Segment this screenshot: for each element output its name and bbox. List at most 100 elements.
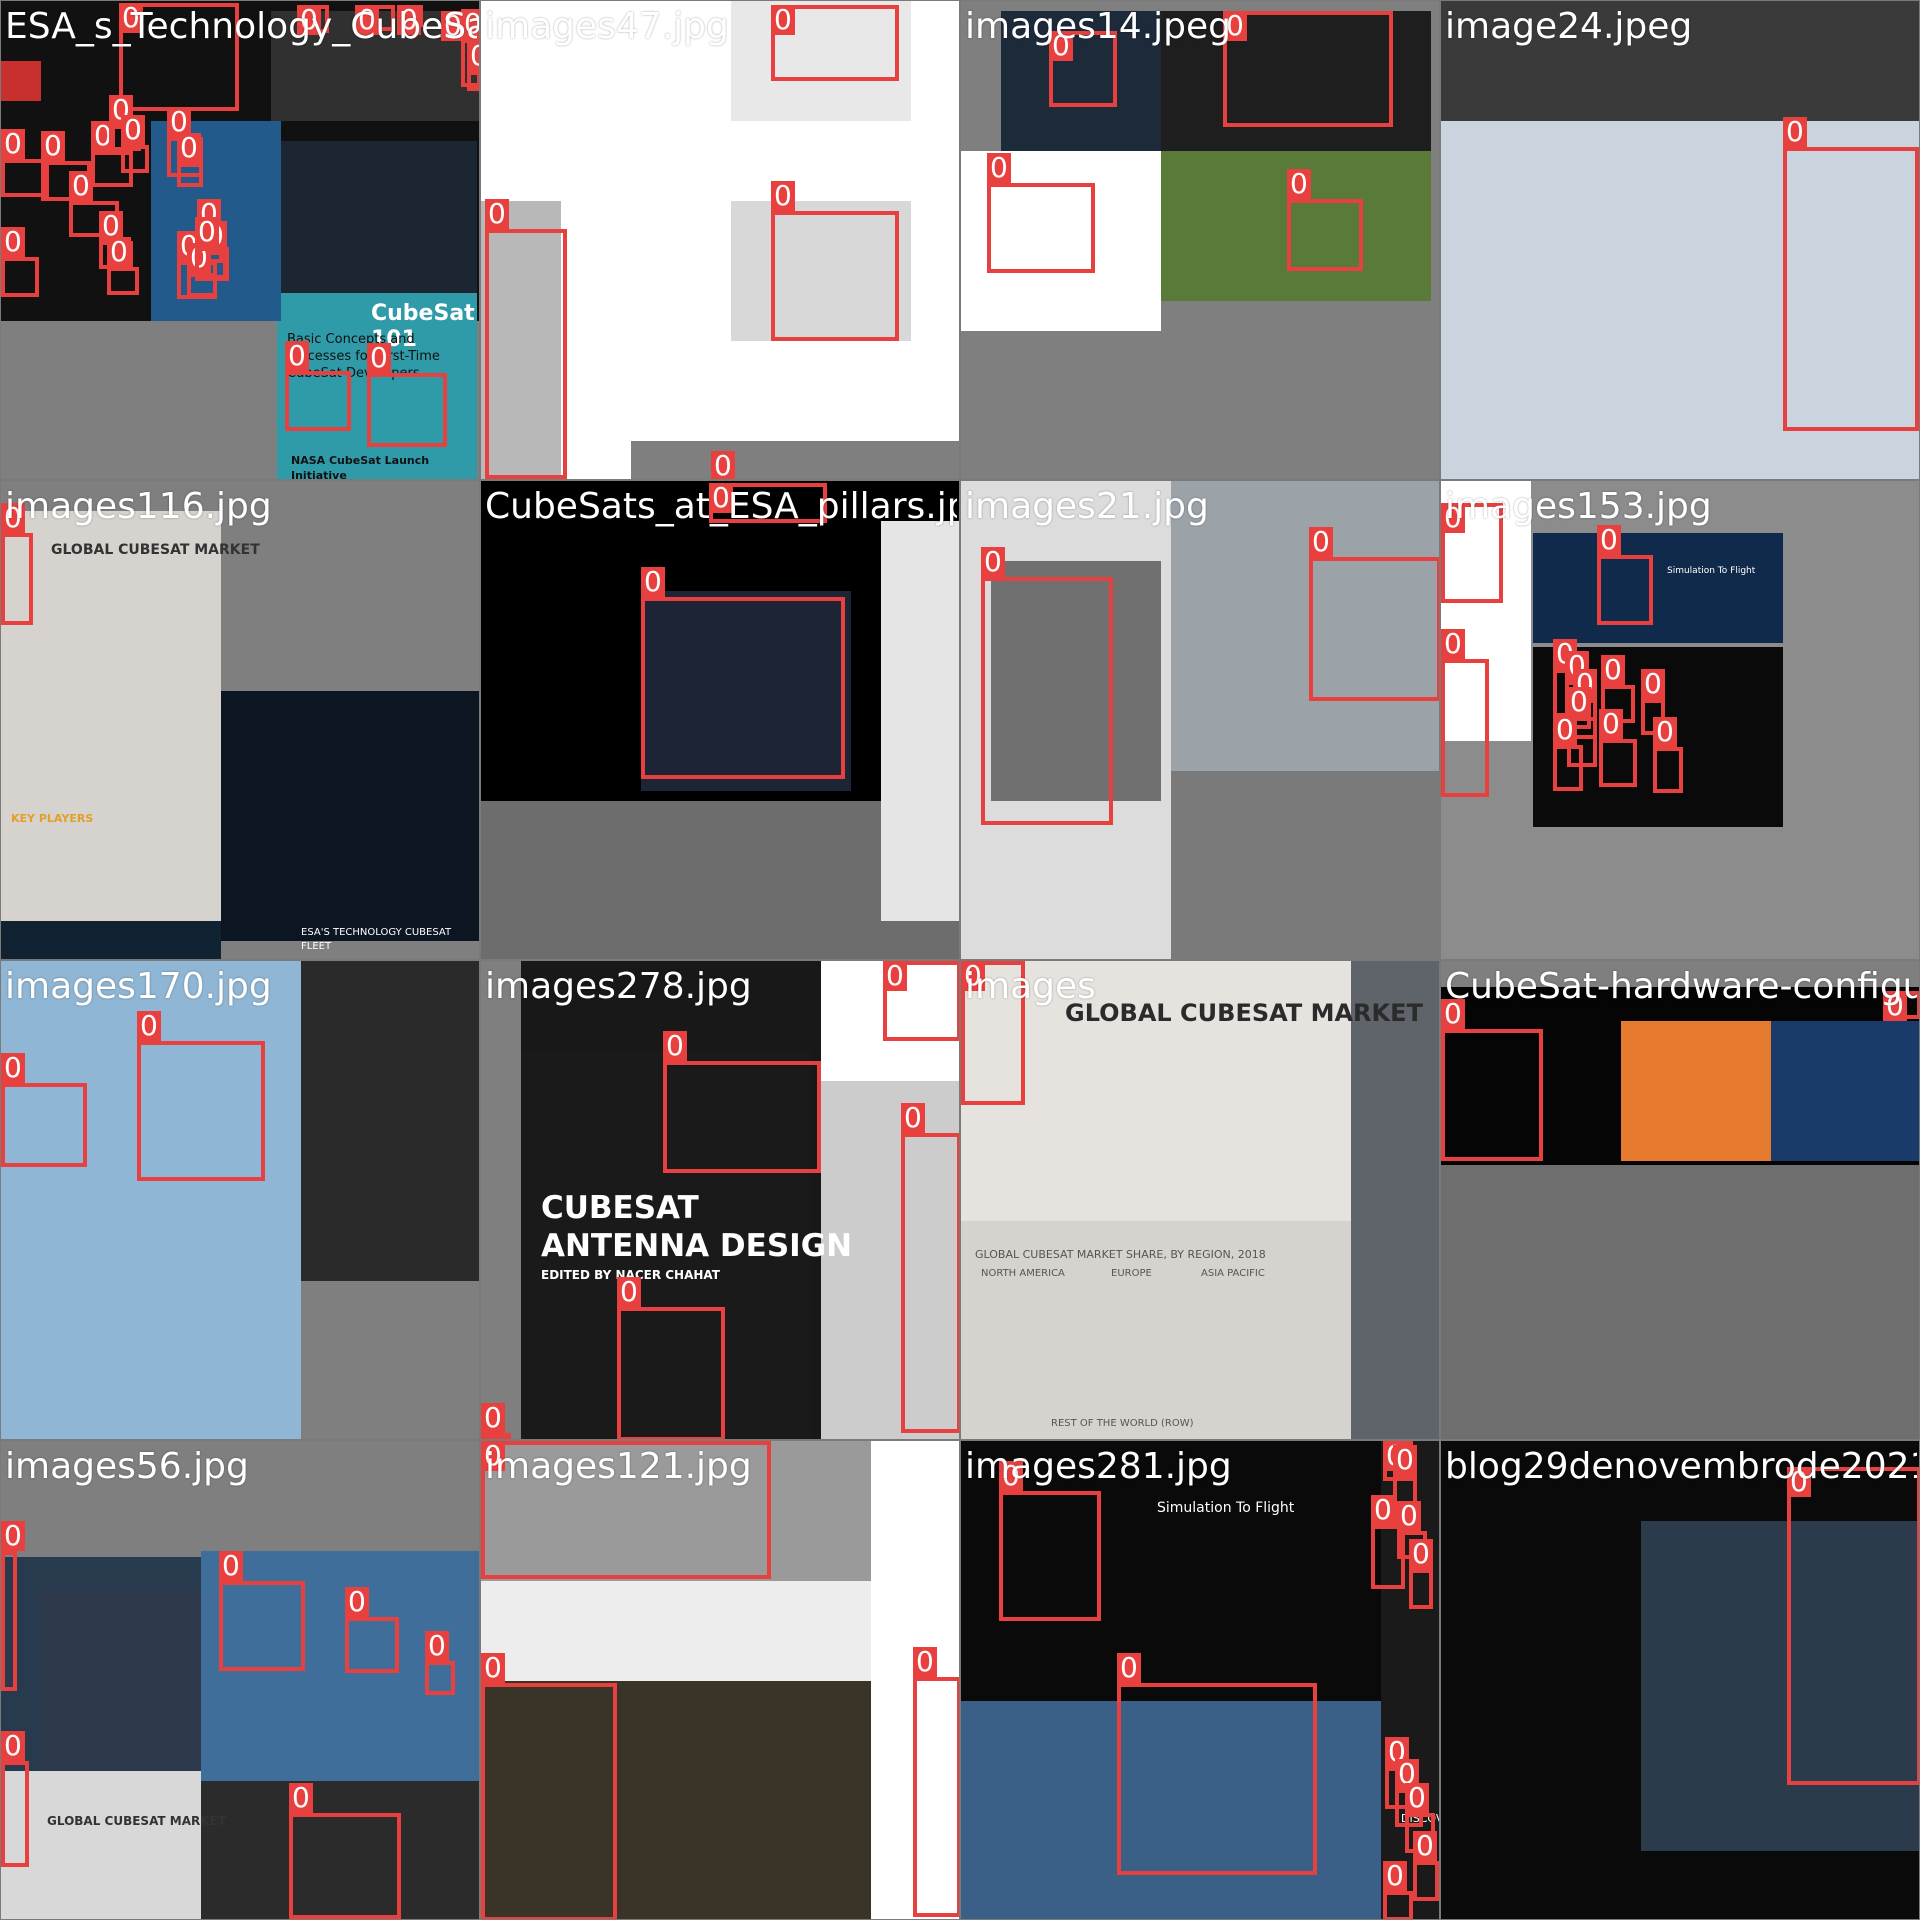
image-embedded-text: CUBESAT [541, 1190, 699, 1226]
image-region [1001, 11, 1161, 161]
detection-box: 0 [121, 115, 149, 173]
class-label: 0 [1, 1521, 25, 1551]
image-region [1533, 533, 1783, 643]
image-embedded-text: GLOBAL CUBESAT MARKET SHARE, BY REGION, … [975, 1248, 1266, 1261]
detection-box: 0 [137, 1011, 265, 1181]
class-label: 0 [1553, 715, 1577, 745]
image-region [481, 1681, 871, 1919]
class-label: 0 [1883, 991, 1907, 1021]
detection-box: 0 [195, 217, 229, 281]
class-label: 0 [69, 171, 93, 201]
class-label: 0 [107, 237, 131, 267]
image-region [1161, 11, 1431, 151]
class-label: 0 [1397, 1501, 1421, 1531]
image-region [631, 441, 959, 479]
tile-filename: CubeSats_at_ESA_pillars.jpg [485, 486, 957, 527]
class-label: 0 [481, 1403, 505, 1433]
image-region [961, 1441, 1381, 1701]
class-label: 0 [467, 41, 479, 71]
class-label: 0 [1641, 669, 1665, 699]
detection-box: 0 [355, 5, 395, 35]
class-label: 0 [1371, 1495, 1395, 1525]
image-region [1171, 481, 1439, 771]
tile-filename: images14.jpeg [965, 6, 1231, 47]
class-label: 0 [397, 5, 421, 35]
mosaic-tile-images_market: GLOBAL CUBESAT MARKET GLOBAL CUBESAT MARK… [961, 961, 1439, 1439]
mosaic-tile-CubeSats_at_ESA_pillars: 0 0 CubeSats_at_ESA_pillars.jpg [481, 481, 959, 959]
tile-filename: images47.jpg [485, 6, 729, 47]
detection-box: 0 [1, 227, 39, 297]
image-region [1641, 1521, 1919, 1851]
image-embedded-text: REST OF THE WORLD (ROW) [1051, 1418, 1194, 1429]
class-label: 0 [119, 3, 143, 33]
image-embedded-text: NORTH AMERICA [981, 1268, 1065, 1279]
image-region [301, 961, 479, 1281]
tile-filename: images153.jpg [1445, 486, 1712, 527]
detection-box: 0 [481, 1653, 617, 1919]
image-embedded-text: GLOBAL CUBESAT MARKET [1065, 999, 1423, 1027]
image-region [991, 561, 1161, 801]
detection-box: 0 [999, 1461, 1101, 1621]
class-label: 0 [987, 153, 1011, 183]
image-region [881, 521, 959, 921]
mosaic-tile-images281: Simulation To FlightDISCOVERY00000000000… [961, 1441, 1439, 1919]
tile-filename: images170.jpg [5, 966, 272, 1007]
class-label: 0 [1405, 1783, 1429, 1813]
detection-box: 0 [481, 1441, 771, 1579]
class-label: 0 [121, 115, 145, 145]
detection-box: 0 [1117, 1653, 1317, 1875]
class-label: 0 [617, 1277, 641, 1307]
image-region [1, 1771, 201, 1919]
detection-box: 0 [771, 5, 899, 81]
detection-box: 0 [1, 503, 33, 625]
mosaic-tile-images56: GLOBAL CUBESAT MARKET 0 0 0 0 0 0 images56.jpg [1, 1441, 479, 1919]
detection-box: 0 [709, 483, 827, 523]
mosaic-tile-images14: 0 0 0 0 images14.jpeg [961, 1, 1439, 479]
class-label: 0 [41, 131, 65, 161]
class-label: 0 [1, 129, 25, 159]
detection-box: 0 [617, 1277, 725, 1439]
tile-filename: images56.jpg [5, 1446, 249, 1487]
detection-box: 0 [1, 1521, 25, 1691]
image-region [821, 1081, 959, 1439]
class-label: 0 [1441, 503, 1465, 533]
image-embedded-text: CubeSat 101 [371, 301, 475, 352]
detection-box: 0 [345, 1587, 399, 1673]
tile-filename: blog29denovembrode2021.j [1445, 1446, 1917, 1487]
detection-box: 0 [1441, 999, 1543, 1161]
tile-filename: images21.jpg [965, 486, 1209, 527]
image-region [1, 511, 221, 931]
class-label: 0 [481, 1653, 505, 1683]
class-label: 0 [367, 343, 391, 373]
mosaic-tile-blog29denovembrode2021: 0 blog29denovembrode2021.j [1441, 1441, 1919, 1919]
class-label: 0 [1287, 169, 1311, 199]
detection-box: 0 [425, 1631, 455, 1695]
image-region [961, 1701, 1381, 1919]
class-label: 0 [913, 1647, 937, 1677]
image-region [221, 691, 479, 941]
tile-filename: image24.jpeg [1445, 6, 1693, 47]
class-label: 0 [1, 1053, 25, 1083]
image-region [481, 1441, 871, 1581]
class-label: 0 [91, 121, 115, 151]
detection-box: 0 [1883, 991, 1919, 1021]
detection-box: 0 [883, 961, 959, 1041]
image-region [201, 1551, 479, 1781]
mosaic-tile-images153: Simulation To Flight000000000000images15… [1441, 481, 1919, 959]
class-label: 0 [355, 5, 379, 35]
class-label: 0 [1601, 655, 1625, 685]
class-label: 0 [1597, 525, 1621, 555]
image-region [641, 591, 851, 791]
image-region [1351, 961, 1439, 1439]
tile-filename: images [965, 966, 1096, 1007]
class-label: 0 [1, 227, 25, 257]
class-label: 0 [1409, 1539, 1433, 1569]
class-label: 0 [709, 483, 733, 513]
detection-box: 0 [961, 961, 1025, 1105]
detection-box: 0 [987, 153, 1095, 273]
image-embedded-text: GLOBAL CUBESAT MARKET [51, 542, 260, 558]
detection-box: 0 [485, 199, 567, 479]
class-label: 0 [981, 547, 1005, 577]
detection-box: 0 [1553, 715, 1583, 791]
class-label: 0 [461, 9, 479, 39]
